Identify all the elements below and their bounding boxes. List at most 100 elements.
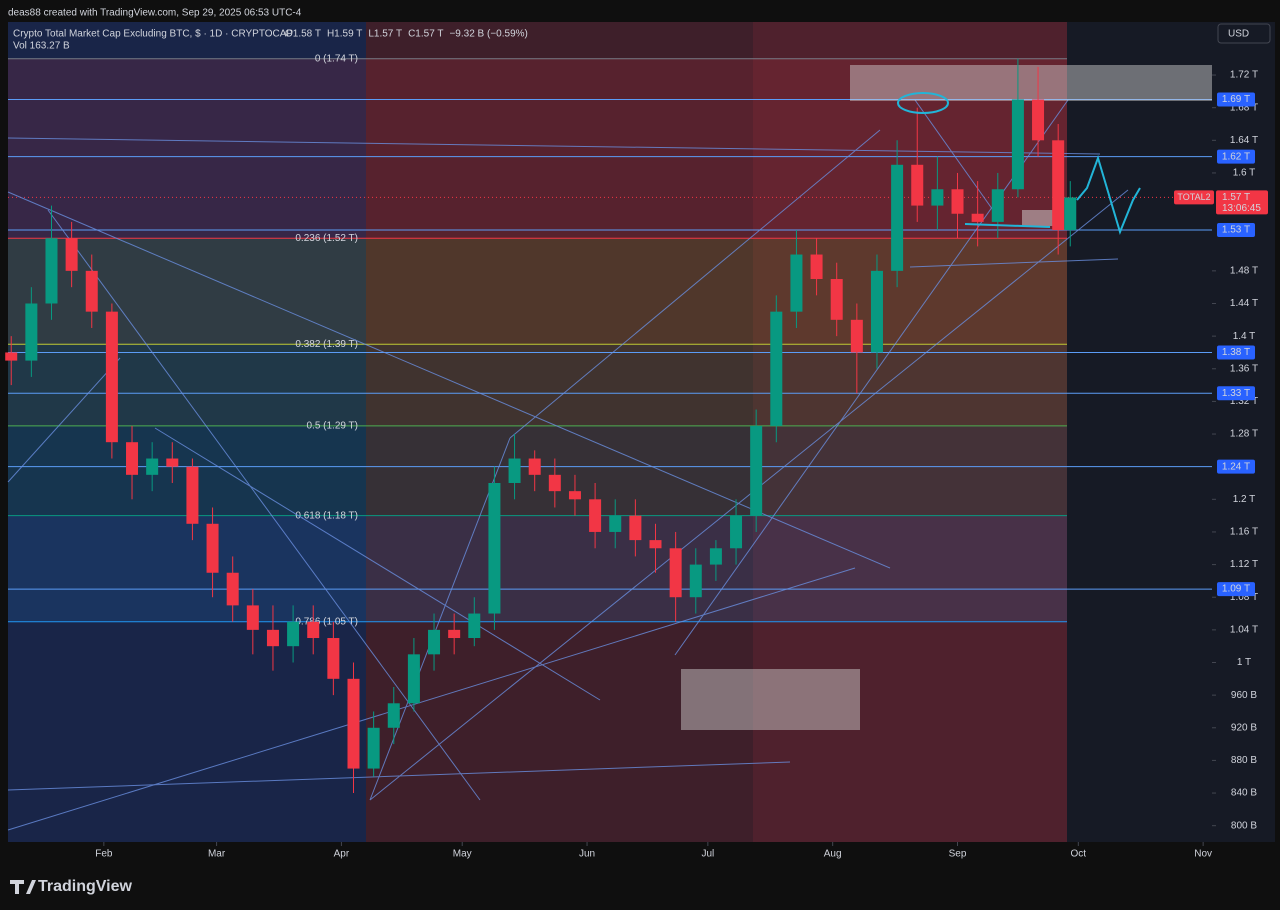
candle-body (226, 572, 239, 606)
y-tick-label: 800 B (1231, 820, 1257, 831)
fib-band (8, 344, 1067, 426)
price-line-label: 1.09 T (1222, 584, 1250, 595)
countdown: 13:06:45 (1222, 203, 1261, 214)
fib-label: 0 (1.74 T) (315, 53, 358, 64)
candle-body (528, 458, 541, 475)
candle-body (770, 311, 783, 426)
candle-body (951, 189, 964, 214)
price-badge (1217, 223, 1255, 238)
price-line-label: 1.53 T (1222, 225, 1250, 236)
candle-body (25, 303, 38, 361)
candles (5, 58, 1077, 794)
price-line-label: 1.38 T (1222, 347, 1250, 358)
candle-body (830, 279, 843, 320)
volume-label: Vol 163.27 B (13, 41, 70, 52)
symbol-badge (1174, 190, 1214, 205)
x-tick-label: Jul (701, 849, 714, 860)
currency-button[interactable] (1217, 23, 1271, 44)
y-tick-label: 1 T (1237, 657, 1251, 668)
grid-group (8, 99, 1212, 590)
candle-body (5, 352, 18, 361)
date-zone (366, 22, 753, 842)
y-tick-label: 840 B (1231, 788, 1257, 799)
y-tick-label: 1.16 T (1230, 527, 1258, 538)
brand: TradingView (38, 878, 133, 895)
x-tick-label: Sep (949, 849, 967, 860)
candle-body (709, 548, 722, 565)
x-tick-label: May (453, 849, 472, 860)
price-badge (1217, 149, 1255, 164)
candle-body (85, 270, 98, 312)
trend-line (7, 357, 121, 483)
x-tick-label: Nov (1194, 849, 1212, 860)
currency[interactable]: USD (1228, 29, 1249, 40)
last-price-label: 1.57 T (1222, 192, 1250, 203)
y-tick-label: 1.68 T (1230, 102, 1258, 113)
y-tick-label: 1.12 T (1230, 559, 1258, 570)
y-tick-label: 1.72 T (1230, 70, 1258, 81)
fib-band (8, 515, 1067, 622)
ohlc-value: O1.58 T (285, 29, 321, 40)
y-tick-label: 1.28 T (1230, 429, 1258, 440)
candle-body (387, 703, 400, 728)
candle-body (266, 629, 279, 647)
candle-body (206, 523, 219, 573)
date-zone (8, 22, 366, 842)
logo (10, 880, 36, 894)
trend-line (914, 99, 1001, 221)
candle-body (870, 270, 883, 353)
price-line-label: 1.24 T (1222, 461, 1250, 472)
candle-body (629, 515, 642, 541)
y-tick-label: 1.6 T (1233, 168, 1256, 179)
zone-box (1022, 210, 1062, 226)
candle-body (589, 499, 602, 532)
candle-body (649, 540, 662, 549)
fib-label: 0.786 (1.05 T) (295, 616, 358, 627)
price-badge (1217, 582, 1255, 597)
candle-body (1052, 140, 1065, 231)
trend-line (7, 191, 891, 569)
trend-line (154, 427, 601, 701)
ohlc-value: C1.57 T (408, 29, 443, 40)
ohlc-group: O1.58 T H1.59 T L1.57 T C1.57 T −9.32 B (−0.… (285, 29, 528, 40)
candle-body (790, 254, 803, 312)
candle-body (488, 482, 501, 614)
fib-band (8, 58, 1067, 239)
y-tick-label: 960 B (1231, 690, 1257, 701)
candle-body (689, 564, 702, 598)
candle-body (911, 164, 924, 206)
candle-body (991, 189, 1004, 222)
candle-body (186, 466, 199, 524)
candle-body (568, 491, 581, 500)
candle-body (1064, 197, 1077, 231)
candle-body (508, 458, 521, 483)
candle-body (669, 548, 682, 598)
candle-body (367, 727, 380, 769)
candle-body (146, 458, 159, 475)
candle-body (971, 213, 984, 222)
price-line-label: 1.69 T (1222, 94, 1250, 105)
candle-body (1011, 99, 1024, 190)
price-badge (1217, 459, 1255, 474)
y-tick-label: 880 B (1231, 755, 1257, 766)
trend-line (909, 258, 1119, 268)
trend-line (7, 761, 791, 791)
x-tick-label: Oct (1071, 849, 1087, 860)
trend-line (509, 129, 881, 439)
candle-body (45, 238, 58, 304)
x-tick-label: Jun (579, 849, 595, 860)
sketch (897, 92, 1141, 236)
candle-body (850, 319, 863, 353)
candle-body (287, 621, 300, 647)
ohlc-value: −9.32 B (−0.59%) (449, 29, 527, 40)
candle-body (730, 515, 743, 549)
credit: deas88 created with TradingView.com, Sep… (8, 8, 302, 19)
fib-label: 0.382 (1.39 T) (295, 339, 358, 350)
candle-body (548, 474, 561, 492)
candle-body (448, 629, 461, 639)
candle-body (105, 311, 118, 443)
x-tick-label: Apr (334, 849, 350, 860)
y-tick-label: 1.04 T (1230, 625, 1258, 636)
candle-body (307, 621, 320, 639)
